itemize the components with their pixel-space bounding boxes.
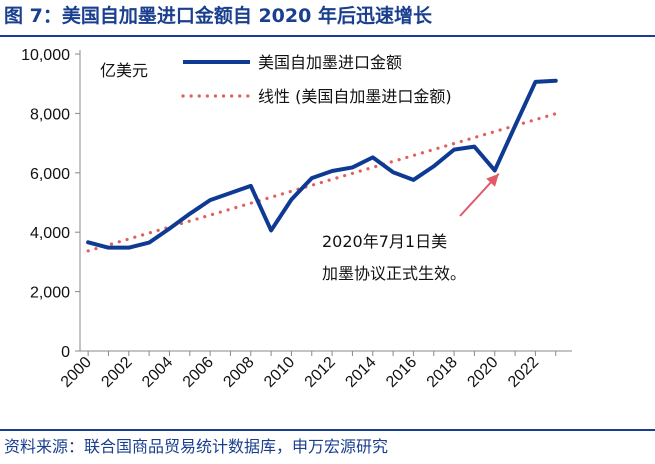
y-tick-label: 2,000: [30, 285, 70, 302]
main-series-line: [86, 78, 558, 250]
unit-label: 亿美元: [100, 61, 148, 80]
x-tick-label: 2014: [342, 354, 379, 391]
trend-line: [86, 112, 558, 253]
x-tick-label: 2010: [261, 354, 298, 391]
x-tick-labels: 2000 2002 2004 2006 2008 2010 2012 2014 2016 2018…: [58, 354, 543, 391]
x-tick-label: 2022: [505, 354, 542, 391]
x-tick-label: 2006: [180, 354, 217, 391]
y-tick-label: 0: [61, 344, 70, 361]
x-tick-label: 2004: [139, 354, 176, 391]
legend-label-trend: 线性 (美国自加墨进口金额): [258, 87, 452, 106]
trend-series: [86, 112, 558, 253]
annotation-line-1: 2020年7月1日美: [322, 232, 447, 251]
x-tick-label: 2002: [98, 354, 135, 391]
source-note: 资料来源：联合国商品贸易统计数据库，申万宏源研究: [4, 437, 389, 456]
y-tick-label: 10,000: [21, 47, 70, 64]
x-tick-label: 2020: [464, 354, 501, 391]
chart-axes: [75, 50, 572, 356]
x-tick-label: 2008: [220, 354, 257, 391]
y-tick-label: 8,000: [30, 106, 70, 123]
footer-rule: [0, 429, 655, 431]
figure-title: 图 7：美国自加墨进口金额自 2020 年后迅速增长: [4, 5, 432, 27]
y-tick-label: 6,000: [30, 166, 70, 183]
y-tick-label: 4,000: [30, 225, 70, 242]
line-chart: 0 2,000 4,000 6,000 8,000 10,000 2000 2002 2004…: [21, 47, 572, 391]
x-tick-label: 2012: [302, 354, 339, 391]
chart-legend: 美国自加墨进口金额 线性 (美国自加墨进口金额): [181, 53, 452, 106]
x-tick-label: 2016: [383, 354, 420, 391]
title-rule: [0, 35, 655, 37]
legend-label-main: 美国自加墨进口金额: [258, 53, 402, 72]
annotation-line-2: 加墨协议正式生效。: [322, 264, 466, 283]
y-tick-labels: 0 2,000 4,000 6,000 8,000 10,000: [21, 47, 70, 361]
annotation-arrowhead: [486, 173, 499, 187]
main-series: [86, 78, 558, 250]
annotation: 2020年7月1日美 加墨协议正式生效。: [322, 173, 500, 283]
x-tick-label: 2018: [424, 354, 461, 391]
